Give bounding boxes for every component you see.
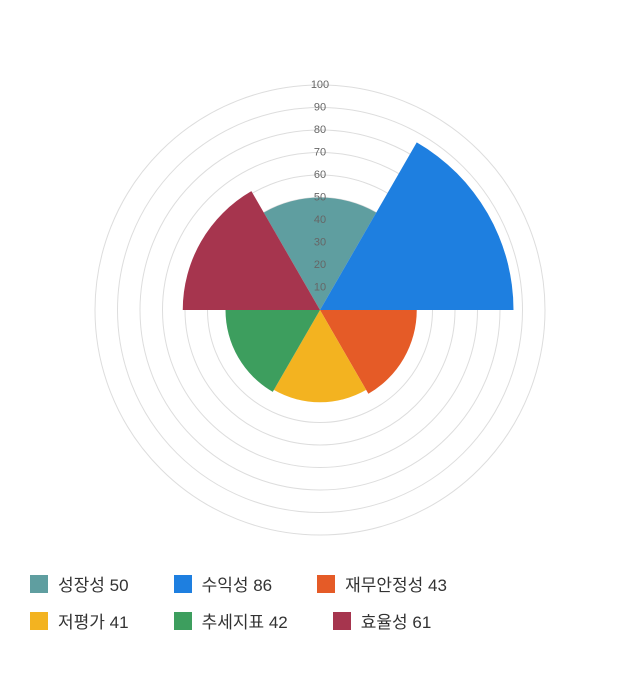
tick-label-50: 50 <box>314 192 326 204</box>
chart-slices <box>183 142 514 402</box>
chart-container: 10 20 30 40 50 60 70 80 90 100 성장성 50 수익성 86 재무안정… <box>0 0 640 700</box>
tick-label-30: 30 <box>314 237 326 249</box>
legend-item-undervalued: 저평가 41 <box>30 608 129 633</box>
legend-item-profitability: 수익성 86 <box>174 571 273 596</box>
tick-label-80: 80 <box>314 124 326 136</box>
legend-swatch <box>317 575 335 593</box>
legend-item-efficiency: 효율성 61 <box>333 608 432 633</box>
legend-item-growth: 성장성 50 <box>30 571 129 596</box>
tick-label-60: 60 <box>314 169 326 181</box>
tick-label-100: 100 <box>311 79 329 91</box>
legend-label: 효율성 61 <box>361 608 432 633</box>
tick-label-90: 90 <box>314 102 326 114</box>
legend-item-stability: 재무안정성 43 <box>317 571 447 596</box>
legend-swatch <box>174 612 192 630</box>
legend-label: 성장성 50 <box>58 571 129 596</box>
legend-swatch <box>174 575 192 593</box>
legend-label: 수익성 86 <box>202 571 273 596</box>
tick-label-10: 10 <box>314 282 326 294</box>
legend-swatch <box>30 575 48 593</box>
tick-label-40: 40 <box>314 214 326 226</box>
legend-item-trend: 추세지표 42 <box>174 608 288 633</box>
tick-label-20: 20 <box>314 259 326 271</box>
legend-label: 저평가 41 <box>58 608 129 633</box>
legend-swatch <box>333 612 351 630</box>
tick-label-70: 70 <box>314 147 326 159</box>
chart-legend: 성장성 50 수익성 86 재무안정성 43 저평가 41 추세지표 42 효율… <box>30 571 610 645</box>
legend-swatch <box>30 612 48 630</box>
legend-label: 재무안정성 43 <box>345 571 447 596</box>
legend-label: 추세지표 42 <box>202 608 288 633</box>
